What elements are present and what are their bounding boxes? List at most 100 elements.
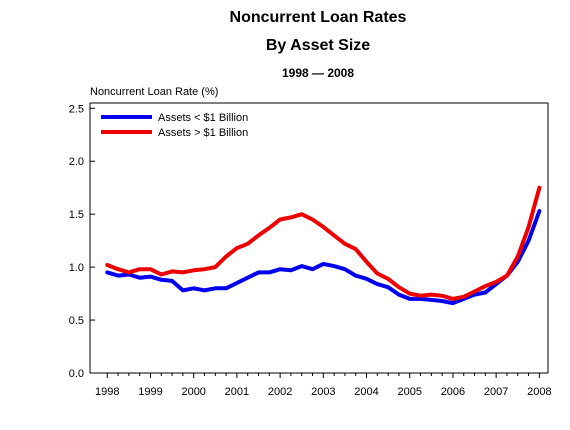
- data-point-small-banks: [257, 270, 261, 274]
- series-layer: [105, 185, 542, 306]
- data-point-large-banks: [267, 226, 271, 230]
- data-point-small-banks: [246, 276, 250, 280]
- data-point-large-banks: [527, 225, 531, 229]
- y-axis: 0.0 0.5 1.0 1.5 2.0 2.5: [69, 103, 95, 380]
- data-point-large-banks: [537, 186, 541, 190]
- data-point-small-banks: [386, 285, 390, 289]
- x-tick-label: 1998: [95, 386, 119, 398]
- data-point-small-banks: [213, 286, 217, 290]
- data-point-small-banks: [203, 288, 206, 292]
- data-point-small-banks: [343, 267, 347, 271]
- data-point-small-banks: [451, 301, 455, 305]
- data-point-small-banks: [408, 297, 412, 301]
- data-point-large-banks: [451, 297, 455, 301]
- x-tick-label: 2002: [268, 386, 292, 398]
- y-axis-label: Noncurrent Loan Rate (%): [90, 86, 218, 98]
- data-point-small-banks: [537, 209, 541, 213]
- chart-subtitle: By Asset Size: [266, 37, 370, 54]
- data-point-small-banks: [116, 274, 120, 278]
- data-point-small-banks: [170, 279, 174, 283]
- data-point-large-banks: [235, 246, 239, 250]
- data-point-large-banks: [181, 270, 185, 274]
- data-point-large-banks: [386, 277, 390, 281]
- x-minor-ticks: [117, 373, 530, 376]
- data-point-large-banks: [289, 215, 293, 219]
- data-point-large-banks: [375, 271, 379, 275]
- data-point-small-banks: [224, 286, 228, 290]
- x-tick-label: 2007: [484, 386, 508, 398]
- data-point-large-banks: [148, 267, 152, 271]
- data-point-small-banks: [419, 297, 423, 301]
- data-point-large-banks: [462, 295, 466, 299]
- x-tick-label: 2006: [441, 386, 465, 398]
- data-point-small-banks: [267, 270, 271, 274]
- data-point-large-banks: [300, 212, 304, 216]
- data-point-small-banks: [527, 239, 531, 243]
- data-point-small-banks: [235, 281, 239, 285]
- data-point-large-banks: [159, 273, 163, 277]
- data-point-small-banks: [289, 268, 293, 272]
- data-point-large-banks: [397, 285, 401, 289]
- data-point-small-banks: [138, 276, 142, 280]
- data-point-large-banks: [321, 225, 325, 229]
- data-point-small-banks: [332, 264, 336, 268]
- data-point-small-banks: [429, 298, 433, 302]
- data-point-small-banks: [375, 282, 379, 286]
- legend-label: Assets < $1 Billion: [158, 112, 248, 124]
- data-point-small-banks: [311, 267, 315, 271]
- data-point-large-banks: [332, 233, 336, 237]
- plot-frame: [89, 102, 549, 374]
- y-tick-label: 0.5: [69, 315, 84, 327]
- data-point-large-banks: [213, 265, 217, 269]
- data-point-small-banks: [192, 286, 196, 290]
- data-point-small-banks: [397, 293, 401, 297]
- data-point-small-banks: [105, 270, 109, 274]
- y-tick-label: 1.0: [69, 262, 84, 274]
- data-point-large-banks: [516, 255, 520, 259]
- x-tick-label: 1999: [138, 386, 162, 398]
- data-point-large-banks: [311, 217, 315, 221]
- legend-label: Assets > $1 Billion: [158, 127, 248, 139]
- x-tick-label: 2000: [181, 386, 205, 398]
- data-point-small-banks: [321, 262, 325, 266]
- data-point-large-banks: [494, 280, 498, 284]
- data-point-large-banks: [116, 267, 120, 271]
- x-tick-label: 2005: [397, 386, 421, 398]
- data-point-small-banks: [483, 291, 487, 295]
- data-point-large-banks: [408, 292, 412, 296]
- data-point-large-banks: [473, 289, 477, 293]
- y-tick-label: 2.0: [69, 156, 84, 168]
- x-tick-label: 2004: [354, 386, 378, 398]
- data-point-large-banks: [170, 269, 174, 273]
- data-point-small-banks: [278, 267, 282, 271]
- data-point-small-banks: [300, 264, 304, 268]
- data-point-small-banks: [181, 288, 185, 292]
- data-point-large-banks: [365, 260, 369, 264]
- y-tick-label: 1.5: [69, 209, 84, 221]
- y-tick-label: 2.5: [69, 103, 84, 115]
- data-point-large-banks: [138, 267, 142, 271]
- data-point-large-banks: [278, 217, 282, 221]
- data-point-large-banks: [127, 270, 131, 274]
- data-point-large-banks: [203, 267, 206, 271]
- data-point-large-banks: [257, 233, 261, 237]
- data-point-small-banks: [440, 299, 444, 303]
- data-point-small-banks: [365, 277, 369, 281]
- data-point-large-banks: [192, 268, 196, 272]
- x-tick-label: 2003: [311, 386, 335, 398]
- data-point-large-banks: [224, 255, 228, 259]
- data-point-large-banks: [440, 294, 444, 298]
- data-point-large-banks: [105, 263, 109, 267]
- data-point-large-banks: [483, 284, 487, 288]
- data-point-large-banks: [505, 274, 509, 278]
- data-point-large-banks: [343, 242, 347, 246]
- legend: Assets < $1 Billion Assets > $1 Billion: [101, 112, 248, 139]
- data-point-large-banks: [419, 294, 423, 298]
- data-point-small-banks: [148, 275, 152, 279]
- x-tick-label: 2001: [225, 386, 249, 398]
- chart-title: Noncurrent Loan Rates: [230, 9, 407, 26]
- data-point-large-banks: [246, 242, 250, 246]
- x-axis: 1998 1999 2000 2001 2002 2003 2004 2005 2006 2007…: [95, 373, 552, 398]
- data-point-small-banks: [354, 274, 358, 278]
